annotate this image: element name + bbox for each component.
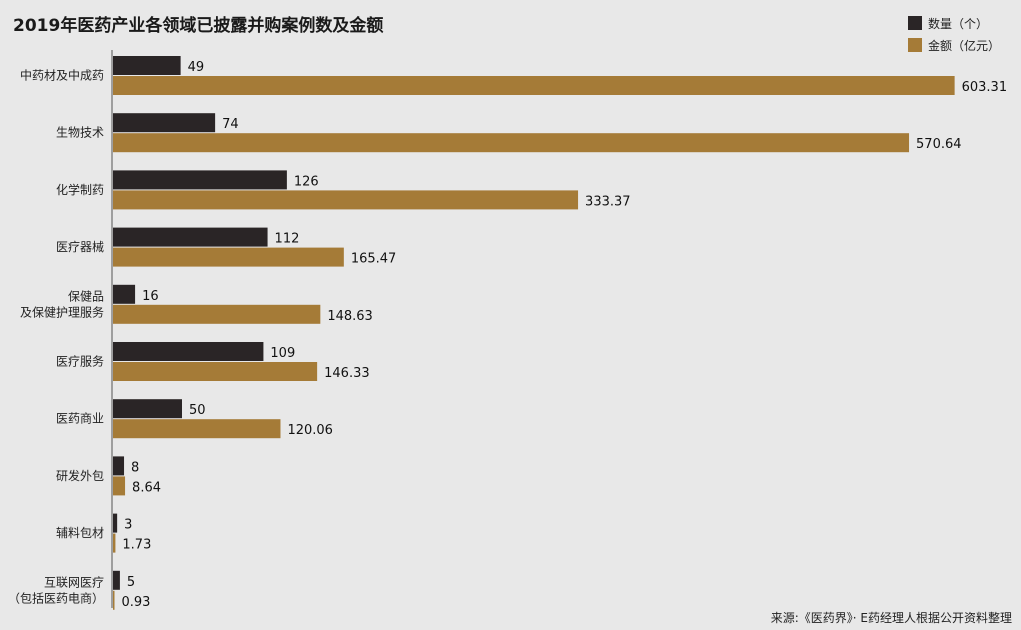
bar-amount: [113, 362, 318, 381]
category-row: 生物技术 74 570.64: [56, 113, 962, 153]
category-label: 生物技术: [56, 126, 104, 140]
data-label-amount: 165.47: [351, 252, 397, 267]
bar-amount: [113, 190, 579, 210]
bar-count: [113, 456, 125, 476]
category-row: 辅料包材 3 1.73: [56, 513, 151, 553]
bar-count: [113, 170, 287, 190]
bar-count: [113, 399, 182, 419]
category-row: 中药材及中成药 49 603.31: [20, 56, 1007, 95]
data-label-count: 5: [127, 575, 135, 590]
data-label-count: 74: [222, 117, 239, 132]
data-label-amount: 0.93: [122, 595, 151, 610]
category-label: 中药材及中成药: [20, 68, 104, 83]
data-label-amount: 570.64: [916, 137, 962, 152]
bar-amount: [113, 590, 115, 610]
bar-amount: [113, 476, 126, 496]
chart-rows: 中药材及中成药 49 603.31 生物技术 74 570.64 化学制药 126 333.37…: [8, 56, 1007, 610]
category-label: 辅料包材: [56, 526, 104, 540]
data-label-amount: 8.64: [132, 480, 161, 495]
data-label-amount: 146.33: [324, 366, 370, 381]
bar-amount: [113, 304, 321, 324]
legend-label: 金额（亿元）: [928, 38, 1000, 53]
legend-swatch: [908, 38, 922, 52]
legend: 数量（个） 金额（亿元）: [908, 16, 1000, 53]
bar-count: [113, 227, 268, 247]
data-label-count: 50: [189, 403, 206, 418]
category-label: 医疗服务: [56, 354, 104, 369]
bar-amount: [113, 247, 344, 267]
category-label: 互联网医疗: [44, 575, 104, 589]
bar-count: [113, 513, 118, 533]
bar-count: [113, 570, 120, 590]
category-label: 医疗器械: [56, 239, 104, 254]
data-label-count: 3: [124, 518, 132, 533]
data-label-amount: 120.06: [287, 423, 333, 438]
data-label-amount: 148.63: [327, 309, 373, 324]
legend-swatch: [908, 16, 922, 30]
data-label-count: 126: [294, 174, 319, 189]
category-label: 保健品: [68, 289, 104, 303]
data-label-count: 8: [131, 460, 139, 475]
bar-amount: [113, 133, 910, 153]
category-row: 医药商业 50 120.06: [56, 399, 333, 439]
data-label-count: 109: [270, 346, 295, 361]
data-label-count: 16: [142, 289, 159, 304]
category-row: 研发外包 8 8.64: [56, 456, 161, 496]
category-label: 及保健护理服务: [20, 304, 104, 319]
category-row: 化学制药 126 333.37: [56, 170, 631, 210]
category-row: 医疗服务 109 146.33: [56, 342, 370, 381]
category-label: 医药商业: [56, 411, 104, 426]
bar-count: [113, 56, 181, 75]
chart-title: 2019年医药产业各领域已披露并购案例数及金额: [13, 15, 383, 36]
data-label-amount: 603.31: [962, 80, 1008, 95]
bar-amount: [113, 76, 955, 95]
data-label-count: 112: [275, 232, 300, 247]
data-label-count: 49: [188, 60, 205, 75]
bar-amount: [113, 533, 116, 553]
data-label-amount: 333.37: [585, 194, 631, 209]
bar-count: [113, 113, 216, 133]
legend-label: 数量（个）: [928, 16, 988, 31]
data-label-amount: 1.73: [122, 538, 151, 553]
category-row: 医疗器械 112 165.47: [56, 227, 397, 267]
category-row: 互联网医疗（包括医药电商） 5 0.93: [8, 570, 151, 610]
bar-amount: [113, 419, 281, 439]
source-note: 来源:《医药界》· E药经理人根据公开资料整理: [771, 610, 1012, 625]
category-label: 研发外包: [56, 468, 104, 483]
bar-count: [113, 284, 136, 304]
category-label: 化学制药: [56, 182, 104, 197]
category-label: （包括医药电商）: [8, 590, 104, 605]
bar-count: [113, 342, 264, 361]
